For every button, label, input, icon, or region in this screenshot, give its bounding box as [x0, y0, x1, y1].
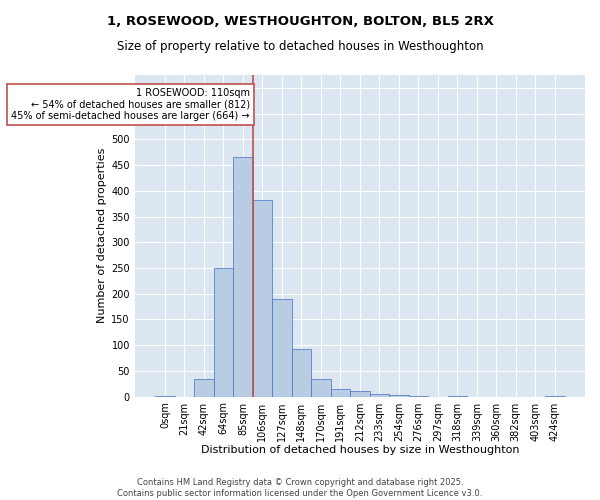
Bar	[272, 299, 292, 396]
Text: 1, ROSEWOOD, WESTHOUGHTON, BOLTON, BL5 2RX: 1, ROSEWOOD, WESTHOUGHTON, BOLTON, BL5 2…	[107, 15, 493, 28]
Bar	[214, 268, 233, 396]
Bar	[389, 394, 409, 396]
Y-axis label: Number of detached properties: Number of detached properties	[97, 148, 107, 324]
Text: Contains HM Land Registry data © Crown copyright and database right 2025.
Contai: Contains HM Land Registry data © Crown c…	[118, 478, 482, 498]
Bar	[350, 391, 370, 396]
Text: 1 ROSEWOOD: 110sqm
← 54% of detached houses are smaller (812)
45% of semi-detach: 1 ROSEWOOD: 110sqm ← 54% of detached hou…	[11, 88, 250, 121]
Bar	[253, 200, 272, 396]
Bar	[292, 348, 311, 397]
Bar	[194, 378, 214, 396]
Bar	[233, 158, 253, 396]
Text: Size of property relative to detached houses in Westhoughton: Size of property relative to detached ho…	[116, 40, 484, 53]
Bar	[331, 389, 350, 396]
Bar	[311, 378, 331, 396]
Bar	[370, 394, 389, 396]
X-axis label: Distribution of detached houses by size in Westhoughton: Distribution of detached houses by size …	[200, 445, 519, 455]
